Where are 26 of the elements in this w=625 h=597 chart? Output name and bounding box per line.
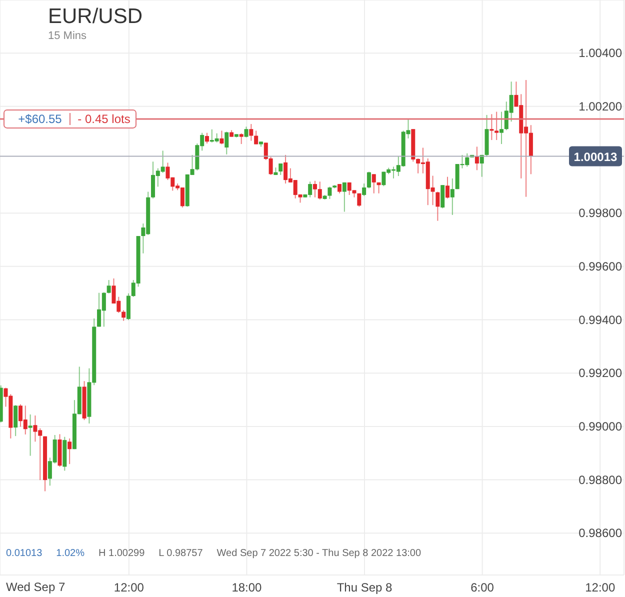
y-tick-label: 0.99200 <box>578 366 622 380</box>
annotation: H 1.00299 <box>98 548 145 559</box>
annotation: 1.02% <box>56 548 85 559</box>
candlestick <box>440 184 445 209</box>
annotation: - 0.45 lots <box>78 112 130 126</box>
x-tick-label: 12:00 <box>585 580 616 595</box>
annotation: 0.01013 <box>6 548 42 559</box>
chart-title: EUR/USD <box>48 5 143 29</box>
annotation: +$60.55 <box>18 112 62 126</box>
x-tick-label: Thu Sep 8 <box>336 580 393 595</box>
text: 15 Mins <box>48 30 87 42</box>
y-tick-label: 0.98600 <box>578 526 622 540</box>
y-tick-label: 1.00200 <box>578 99 622 114</box>
y-tick-label: 0.99800 <box>578 206 622 220</box>
y-tick-label: 0.99600 <box>578 259 622 274</box>
annotation: Wed Sep 7 2022 5:30 - Thu Sep 8 2022 13:00 <box>216 548 422 559</box>
y-tick-label: 1.00400 <box>578 46 622 60</box>
x-tick-label: 18:00 <box>232 580 262 595</box>
text: Wed Sep 7 <box>6 580 66 594</box>
ref-line-label: 1.00013 <box>574 150 618 164</box>
x-tick-label: 6:00 <box>470 580 494 595</box>
y-tick-label: 0.99000 <box>578 419 622 434</box>
y-tick-label: 0.99400 <box>578 312 622 327</box>
x-tick-label: 12:00 <box>114 580 144 595</box>
annotation: L 0.98757 <box>158 548 203 559</box>
y-tick-label: 0.98800 <box>578 472 622 487</box>
